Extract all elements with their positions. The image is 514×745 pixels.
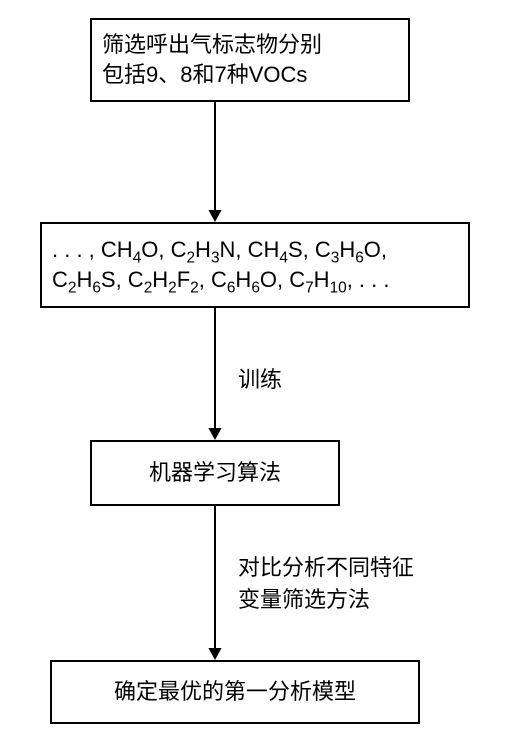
arrow-head [208,648,221,660]
flowchart-canvas: 筛选呼出气标志物分别包括9、8和7种VOCs . . . , CH4O, C2H… [0,0,514,745]
edge-label-compare: 对比分析不同特征变量筛选方法 [238,550,414,614]
node-ml-algorithm-text: 机器学习算法 [92,452,338,494]
arrow-head [208,428,221,440]
node-screen-markers-text: 筛选呼出气标志物分别包括9、8和7种VOCs [92,24,408,95]
node-compound-list-text: . . . , CH4O, C2H3N, CH4S, C3H6O,C2H6S, … [42,229,468,300]
node-compound-list: . . . , CH4O, C2H3N, CH4S, C3H6O,C2H6S, … [40,222,470,308]
node-screen-markers: 筛选呼出气标志物分别包括9、8和7种VOCs [90,18,410,102]
node-determine-model-text: 确定最优的第一分析模型 [52,671,418,713]
node-ml-algorithm: 机器学习算法 [90,440,340,506]
edge-label-train: 训练 [238,362,282,394]
arrow-head [208,210,221,222]
node-determine-model: 确定最优的第一分析模型 [50,660,420,724]
